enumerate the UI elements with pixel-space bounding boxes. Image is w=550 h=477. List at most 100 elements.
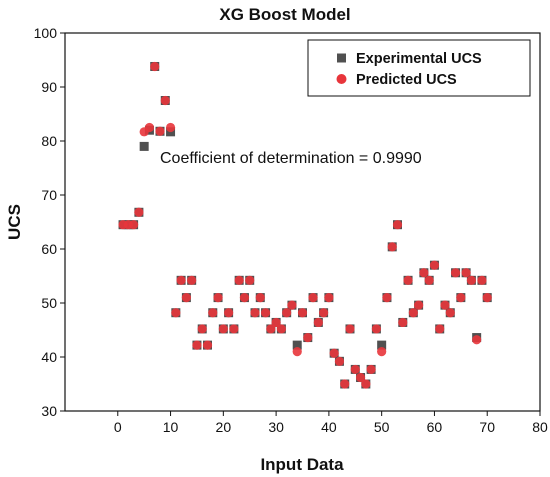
- legend-circle-marker: [336, 74, 347, 84]
- predicted-point: [477, 275, 487, 285]
- legend-square-marker: [337, 53, 346, 63]
- predicted-point: [287, 300, 297, 310]
- predicted-point: [340, 379, 350, 389]
- predicted-point: [134, 207, 144, 217]
- x-tick-label: 30: [268, 419, 284, 435]
- chart-title: XG Boost Model: [219, 5, 350, 24]
- y-tick-label: 70: [41, 187, 57, 203]
- predicted-point: [403, 275, 413, 285]
- x-tick-label: 80: [532, 419, 548, 435]
- predicted-point: [160, 95, 170, 106]
- predicted-point: [472, 335, 482, 345]
- predicted-point: [234, 275, 244, 285]
- legend-box: [307, 39, 531, 97]
- predicted-point: [408, 308, 418, 318]
- predicted-point: [292, 347, 302, 357]
- experimental-point: [377, 340, 387, 350]
- predicted-point: [255, 293, 265, 303]
- x-tick-label: 50: [374, 419, 390, 435]
- predicted-point: [377, 347, 387, 357]
- predicted-point: [350, 364, 360, 375]
- predicted-point: [456, 293, 466, 303]
- r2-annotation: Coefficient of determination = 0.9990: [160, 150, 422, 167]
- predicted-point: [419, 268, 429, 278]
- predicted-point: [371, 324, 381, 334]
- y-tick-label: 100: [34, 25, 58, 41]
- predicted-point: [239, 293, 250, 303]
- predicted-point: [297, 308, 308, 318]
- legend-label-experimental: Experimental UCS: [356, 51, 482, 67]
- predicted-point: [129, 220, 139, 230]
- predicted-point: [345, 324, 355, 334]
- axis-ticks: 0 10 20 30 40 50 60 70 80 30 40 50 60 70 80 90 100: [34, 25, 548, 435]
- predicted-point: [361, 379, 371, 389]
- predicted-point: [202, 340, 213, 350]
- predicted-point: [245, 275, 255, 285]
- predicted-point: [382, 293, 392, 303]
- experimental-point: [139, 141, 149, 151]
- predicted-point: [414, 300, 424, 310]
- plot-frame: [64, 32, 541, 412]
- y-tick-label: 30: [41, 403, 57, 419]
- predicted-point: [366, 364, 376, 375]
- predicted-point: [250, 308, 260, 318]
- predicted-point: [197, 324, 207, 334]
- predicted-point: [466, 275, 476, 285]
- predicted-point: [440, 300, 450, 310]
- predicted-point: [150, 61, 160, 72]
- predicted-point: [429, 260, 440, 270]
- predicted-point: [303, 332, 313, 343]
- predicted-point: [392, 220, 403, 230]
- predicted-point: [176, 275, 186, 285]
- y-axis-label: UCS: [5, 204, 24, 240]
- predicted-point: [229, 324, 239, 334]
- x-tick-label: 70: [479, 419, 495, 435]
- predicted-point: [334, 356, 345, 366]
- x-tick-label: 40: [321, 419, 337, 435]
- y-tick-label: 50: [41, 295, 57, 311]
- x-tick-label: 60: [427, 419, 443, 435]
- predicted-point: [450, 268, 461, 278]
- experimental-point: [292, 340, 302, 350]
- x-tick-label: 0: [114, 419, 122, 435]
- x-tick-label: 10: [163, 419, 179, 435]
- predicted-point: [208, 308, 218, 318]
- legend: Experimental UCS Predicted UCS: [307, 39, 531, 97]
- predicted-point: [213, 293, 223, 303]
- data-points: [118, 61, 492, 389]
- predicted-point: [276, 324, 286, 334]
- x-axis-label: Input Data: [260, 455, 344, 474]
- predicted-point: [181, 293, 191, 303]
- predicted-point: [260, 308, 271, 318]
- predicted-point: [271, 317, 281, 328]
- predicted-point: [355, 372, 366, 383]
- predicted-point: [171, 308, 181, 318]
- x-tick-label: 20: [216, 419, 232, 435]
- predicted-point: [482, 293, 492, 303]
- predicted-point: [324, 293, 334, 303]
- predicted-point: [282, 308, 292, 318]
- y-tick-label: 80: [41, 133, 57, 149]
- predicted-point: [308, 293, 318, 303]
- predicted-point: [187, 275, 197, 285]
- predicted-point: [387, 242, 397, 252]
- predicted-point: [165, 122, 176, 133]
- predicted-point: [435, 324, 445, 334]
- predicted-point: [218, 324, 228, 334]
- predicted-point: [155, 126, 165, 136]
- predicted-point: [461, 268, 471, 278]
- y-tick-label: 90: [41, 79, 57, 95]
- predicted-point: [266, 324, 276, 334]
- predicted-point: [313, 317, 323, 328]
- predicted-point: [319, 308, 329, 318]
- predicted-point: [445, 308, 455, 318]
- predicted-point: [329, 348, 339, 358]
- y-tick-label: 60: [41, 241, 57, 257]
- predicted-point: [424, 275, 434, 285]
- predicted-point: [224, 308, 234, 318]
- legend-label-predicted: Predicted UCS: [356, 72, 457, 88]
- y-tick-label: 40: [41, 349, 57, 365]
- predicted-point: [398, 317, 408, 328]
- predicted-point: [192, 340, 202, 350]
